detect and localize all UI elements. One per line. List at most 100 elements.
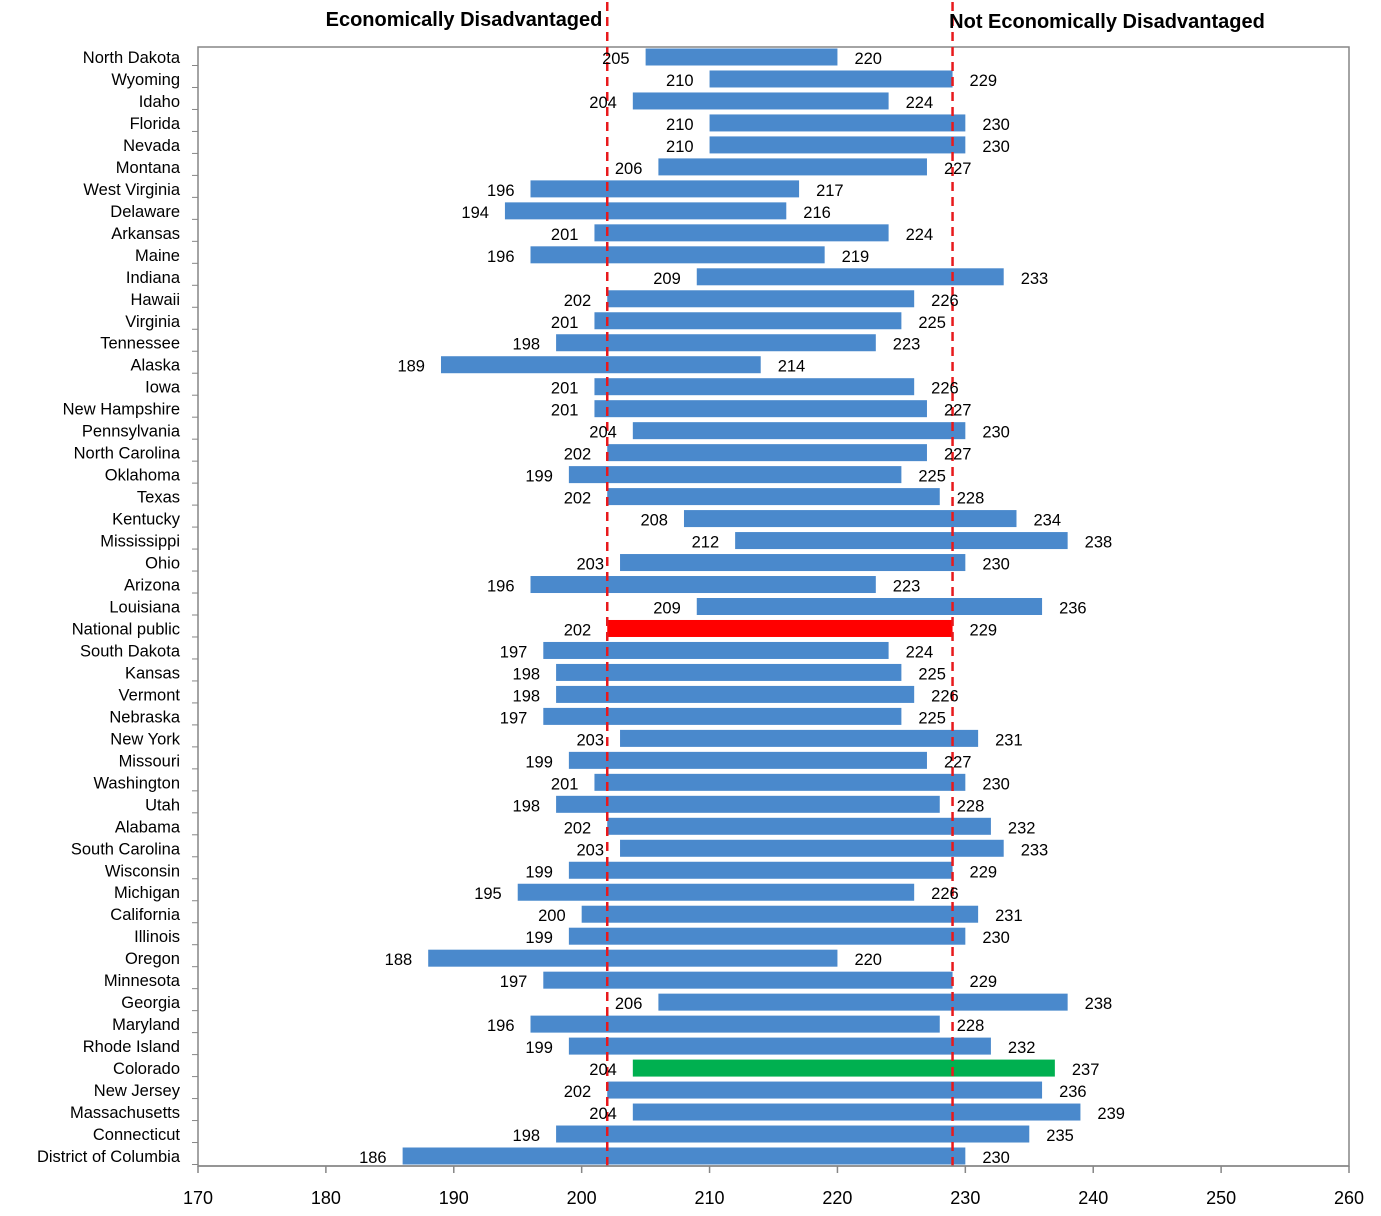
category-label-ohio: Ohio xyxy=(145,555,180,573)
category-label-south-carolina: South Carolina xyxy=(71,840,181,858)
bar-texas xyxy=(607,488,940,506)
category-label-nevada: Nevada xyxy=(123,137,181,155)
value-label-low-new-hampshire: 201 xyxy=(551,402,579,420)
value-label-low-colorado: 204 xyxy=(589,1061,617,1079)
category-label-north-dakota: North Dakota xyxy=(83,49,181,67)
value-label-high-washington: 230 xyxy=(982,775,1010,793)
value-label-high-south-dakota: 224 xyxy=(906,643,934,661)
x-tick-label-190: 190 xyxy=(439,1188,469,1208)
category-label-missouri: Missouri xyxy=(119,752,180,770)
category-label-new-york: New York xyxy=(110,730,180,748)
value-label-high-indiana: 233 xyxy=(1021,270,1049,288)
header-left: Economically Disadvantaged xyxy=(326,9,603,31)
bar-national-public xyxy=(607,619,953,637)
value-label-low-new-york: 203 xyxy=(577,731,605,749)
header-right: Not Economically Disadvantaged xyxy=(949,11,1265,33)
bar-california xyxy=(581,905,979,923)
value-label-low-michigan: 195 xyxy=(474,885,502,903)
category-label-washington: Washington xyxy=(93,774,180,792)
value-label-low-iowa: 201 xyxy=(551,380,579,398)
value-label-low-maine: 196 xyxy=(487,248,515,266)
value-label-low-alabama: 202 xyxy=(564,819,592,837)
value-label-high-nevada: 230 xyxy=(982,138,1010,156)
category-label-connecticut: Connecticut xyxy=(93,1126,181,1144)
value-label-low-missouri: 199 xyxy=(525,753,553,771)
value-label-low-nebraska: 197 xyxy=(500,709,528,727)
category-label-pennsylvania: Pennsylvania xyxy=(82,423,181,441)
value-label-high-mississippi: 238 xyxy=(1085,534,1113,552)
bar-rhode-island xyxy=(568,1037,991,1055)
bar-michigan xyxy=(517,883,915,901)
category-label-alabama: Alabama xyxy=(115,818,181,836)
bar-connecticut xyxy=(556,1125,1030,1143)
bar-west-virginia xyxy=(530,180,800,198)
bar-wisconsin xyxy=(568,861,953,879)
bar-massachusetts xyxy=(632,1103,1081,1121)
category-label-nebraska: Nebraska xyxy=(109,708,180,726)
category-label-arkansas: Arkansas xyxy=(111,225,180,243)
value-label-high-oregon: 220 xyxy=(854,951,882,969)
bar-south-carolina xyxy=(620,839,1004,857)
value-label-high-louisiana: 236 xyxy=(1059,600,1087,618)
bar-maine xyxy=(530,246,825,264)
value-label-low-south-dakota: 197 xyxy=(500,643,528,661)
value-label-high-south-carolina: 233 xyxy=(1021,841,1049,859)
category-label-louisiana: Louisiana xyxy=(109,599,180,617)
value-label-high-colorado: 237 xyxy=(1072,1061,1100,1079)
value-label-low-oregon: 188 xyxy=(385,951,413,969)
bar-idaho xyxy=(632,92,889,110)
bar-alaska xyxy=(440,356,761,374)
value-label-high-wyoming: 229 xyxy=(970,72,998,90)
value-label-high-delaware: 216 xyxy=(803,204,831,222)
value-label-low-louisiana: 209 xyxy=(653,600,681,618)
category-label-oklahoma: Oklahoma xyxy=(105,467,181,485)
value-label-high-north-dakota: 220 xyxy=(854,50,882,68)
bar-new-york xyxy=(620,729,979,747)
value-label-low-national-public: 202 xyxy=(564,621,592,639)
value-label-low-connecticut: 198 xyxy=(513,1127,541,1145)
value-label-high-florida: 230 xyxy=(982,116,1010,134)
value-label-high-ohio: 230 xyxy=(982,556,1010,574)
value-label-low-illinois: 199 xyxy=(525,929,553,947)
value-label-high-maryland: 228 xyxy=(957,1017,985,1035)
x-tick-label-250: 250 xyxy=(1206,1188,1236,1208)
value-label-high-arizona: 223 xyxy=(893,578,921,596)
value-label-low-district-of-columbia: 186 xyxy=(359,1149,387,1167)
bar-iowa xyxy=(594,378,915,396)
category-label-district-of-columbia: District of Columbia xyxy=(37,1148,181,1166)
bar-colorado xyxy=(632,1059,1055,1077)
value-label-low-massachusetts: 204 xyxy=(589,1105,617,1123)
category-label-maine: Maine xyxy=(135,247,180,265)
labels-layer: North Dakota 205 220 Wyoming 210 229 Idaho 204 2… xyxy=(37,49,1125,1167)
category-label-west-virginia: West Virginia xyxy=(83,181,180,199)
bar-minnesota xyxy=(543,971,953,989)
bar-south-dakota xyxy=(543,641,889,659)
category-label-delaware: Delaware xyxy=(110,203,180,221)
value-label-low-alaska: 189 xyxy=(397,358,425,376)
value-label-high-alaska: 214 xyxy=(778,358,806,376)
category-label-utah: Utah xyxy=(145,796,180,814)
value-label-high-new-hampshire: 227 xyxy=(944,402,972,420)
x-tick-label-170: 170 xyxy=(183,1188,213,1208)
bar-arkansas xyxy=(594,224,889,242)
bar-mississippi xyxy=(735,532,1068,550)
value-label-high-nebraska: 225 xyxy=(918,709,946,727)
category-label-mississippi: Mississippi xyxy=(100,533,180,551)
bar-missouri xyxy=(568,751,927,769)
value-label-low-utah: 198 xyxy=(513,797,541,815)
value-label-low-indiana: 209 xyxy=(653,270,681,288)
value-label-high-new-york: 231 xyxy=(995,731,1023,749)
bar-nevada xyxy=(709,136,966,154)
bar-ohio xyxy=(620,554,966,572)
category-label-new-jersey: New Jersey xyxy=(94,1082,181,1100)
bar-vermont xyxy=(556,685,915,703)
value-label-low-vermont: 198 xyxy=(513,687,541,705)
category-label-tennessee: Tennessee xyxy=(100,335,180,353)
bar-district-of-columbia xyxy=(402,1147,966,1165)
bar-wyoming xyxy=(709,70,953,88)
category-label-iowa: Iowa xyxy=(145,379,181,397)
value-label-high-iowa: 226 xyxy=(931,380,959,398)
value-label-high-connecticut: 235 xyxy=(1046,1127,1074,1145)
value-label-low-rhode-island: 199 xyxy=(525,1039,553,1057)
bar-kansas xyxy=(556,663,902,681)
